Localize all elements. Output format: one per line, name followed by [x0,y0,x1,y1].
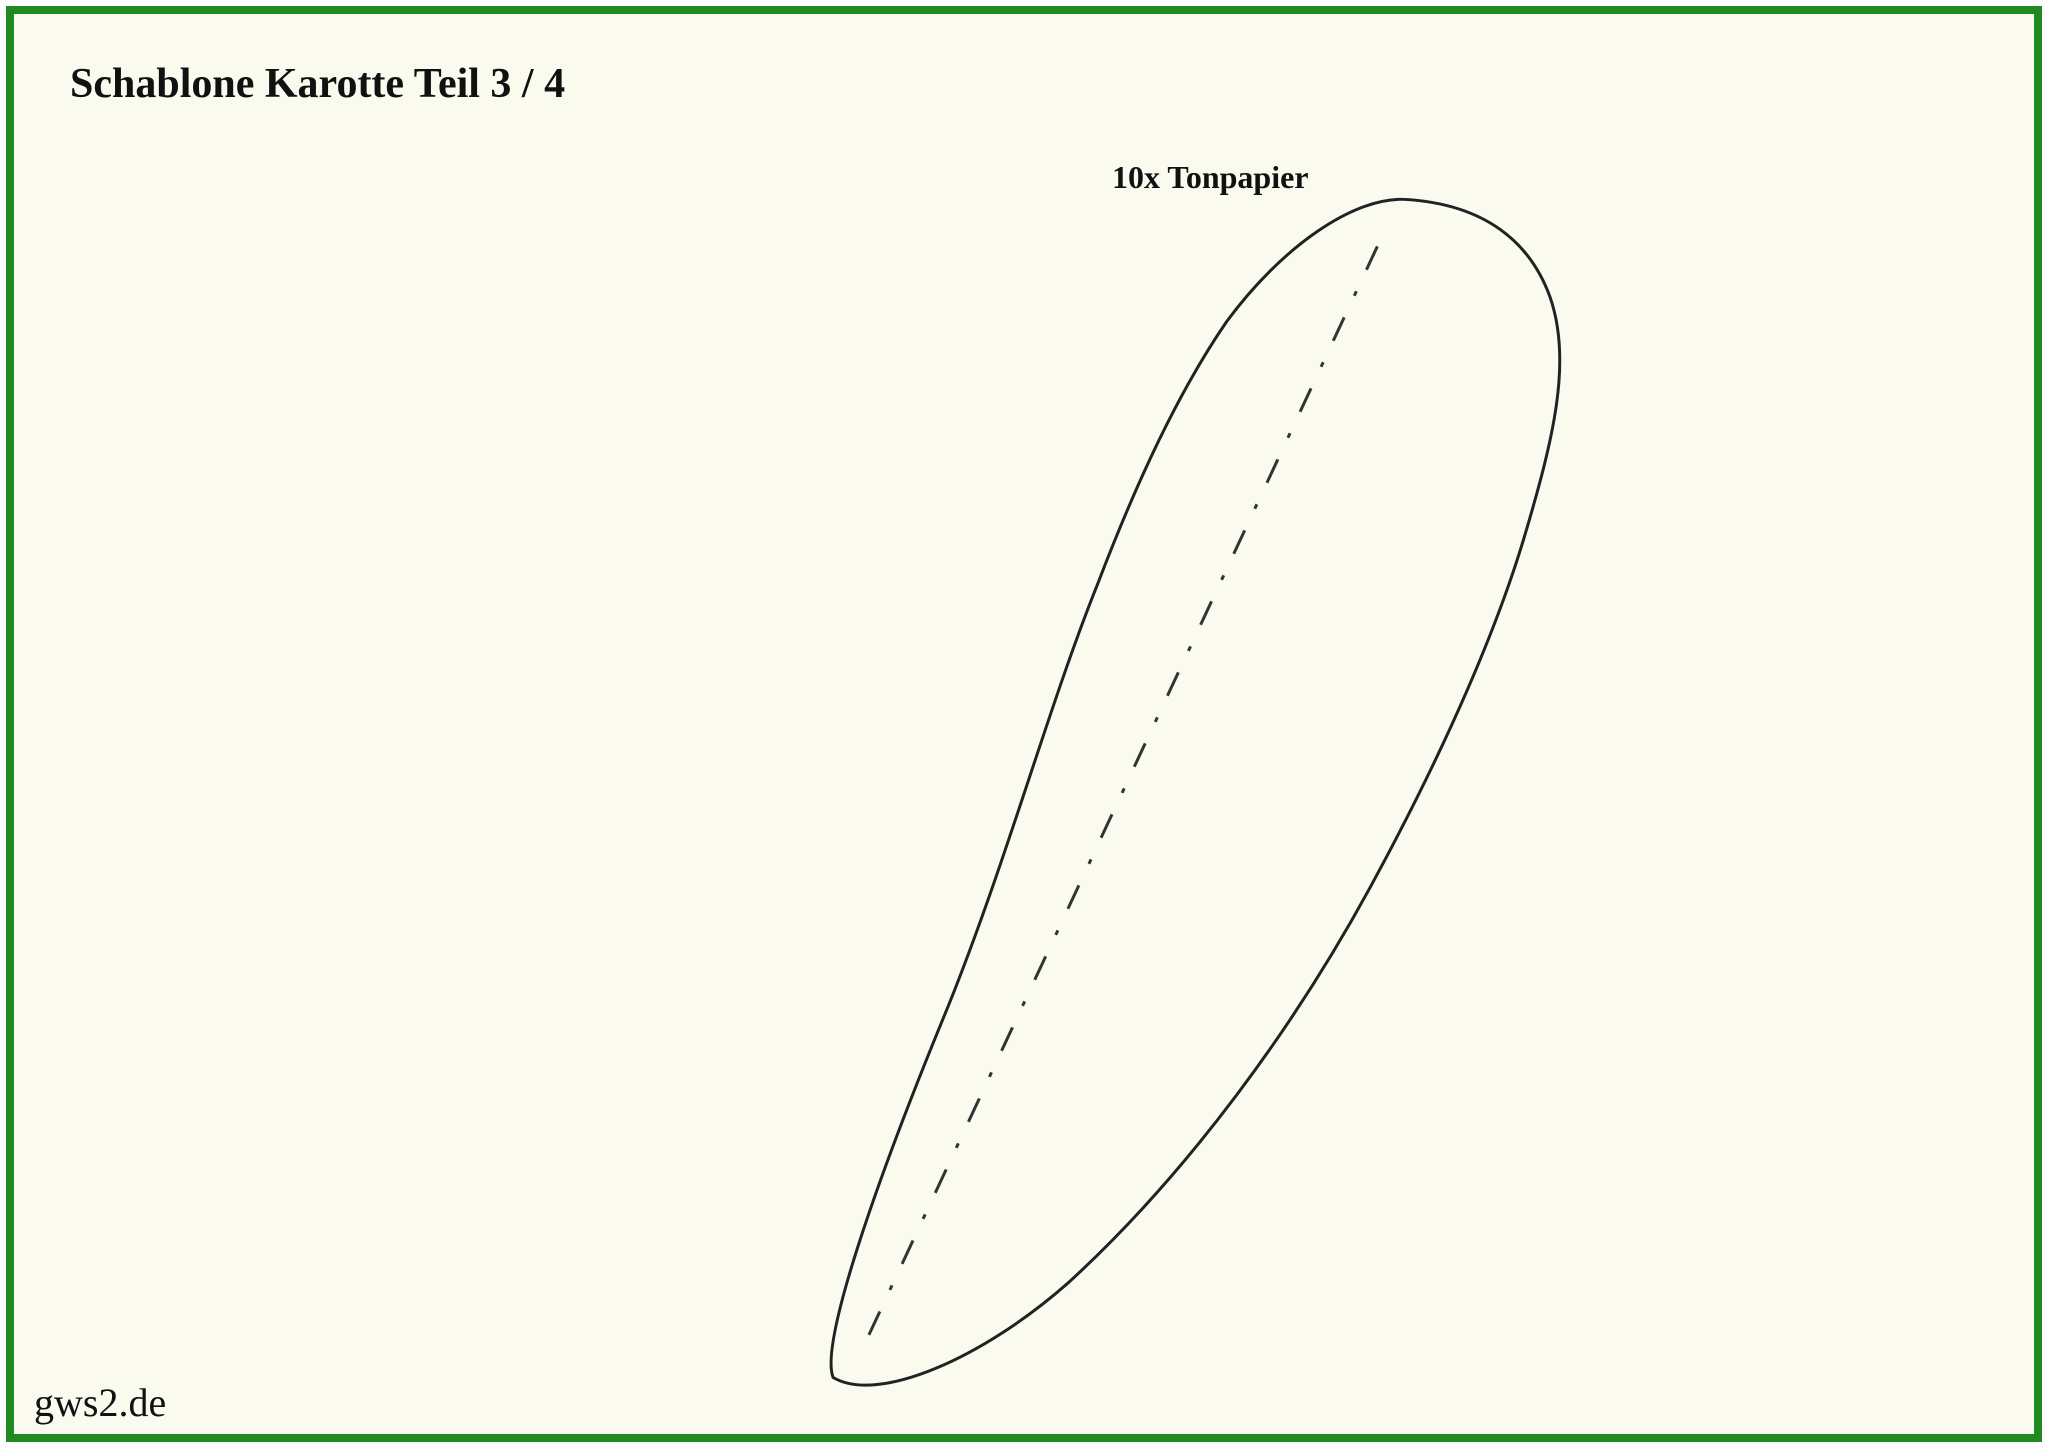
footer-credit: gws2.de [34,1379,166,1426]
page-frame: Schablone Karotte Teil 3 / 4 10x Tonpapi… [6,6,2042,1442]
carrot-outline-path [831,199,1560,1385]
carrot-template-svg [14,14,2034,1434]
carrot-fold-line [869,228,1386,1335]
paper-background: Schablone Karotte Teil 3 / 4 10x Tonpapi… [14,14,2034,1434]
